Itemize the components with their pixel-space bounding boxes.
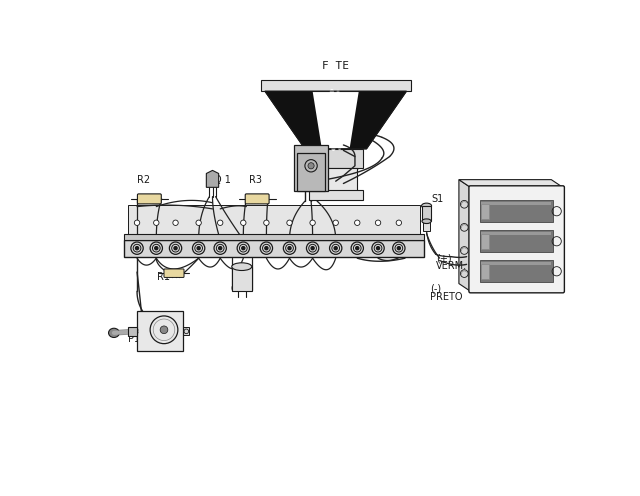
Bar xyxy=(480,260,553,282)
Bar xyxy=(480,231,553,252)
Circle shape xyxy=(134,220,140,226)
Text: R2: R2 xyxy=(137,175,150,185)
Circle shape xyxy=(160,326,168,334)
Text: (-): (-) xyxy=(429,284,441,294)
Circle shape xyxy=(155,247,158,249)
Polygon shape xyxy=(265,91,322,149)
FancyBboxPatch shape xyxy=(245,194,269,204)
Text: F TE: F TE xyxy=(322,61,349,71)
Circle shape xyxy=(288,247,291,249)
Circle shape xyxy=(174,247,177,249)
Circle shape xyxy=(334,247,337,249)
Bar xyxy=(481,234,489,249)
Text: R1: R1 xyxy=(157,272,170,282)
Bar xyxy=(315,168,357,191)
Circle shape xyxy=(356,247,359,249)
Polygon shape xyxy=(459,180,470,291)
Circle shape xyxy=(308,163,314,169)
Circle shape xyxy=(396,220,401,226)
Bar xyxy=(308,149,363,168)
Bar xyxy=(133,327,140,335)
Circle shape xyxy=(241,220,246,226)
Circle shape xyxy=(218,220,223,226)
Bar xyxy=(481,232,551,235)
Polygon shape xyxy=(206,171,219,187)
Text: S1: S1 xyxy=(431,194,444,204)
Circle shape xyxy=(196,220,202,226)
Circle shape xyxy=(136,247,139,249)
Circle shape xyxy=(310,220,316,226)
Circle shape xyxy=(219,247,221,249)
Circle shape xyxy=(333,220,339,226)
Bar xyxy=(137,311,183,351)
Bar xyxy=(481,202,551,205)
Ellipse shape xyxy=(422,203,431,208)
Circle shape xyxy=(376,247,380,249)
FancyBboxPatch shape xyxy=(138,194,161,204)
Bar xyxy=(481,263,489,279)
Circle shape xyxy=(375,220,381,226)
Bar xyxy=(128,205,420,240)
Text: R3: R3 xyxy=(249,175,262,185)
Circle shape xyxy=(264,220,269,226)
Bar xyxy=(481,203,489,219)
Text: PRETO: PRETO xyxy=(429,292,462,302)
Bar xyxy=(183,327,189,335)
Bar xyxy=(308,189,363,200)
Circle shape xyxy=(265,247,268,249)
Bar xyxy=(124,240,424,256)
Text: VERM.: VERM. xyxy=(436,261,467,271)
FancyBboxPatch shape xyxy=(164,269,184,277)
Bar xyxy=(422,206,431,221)
Text: (+): (+) xyxy=(436,253,451,263)
Text: P1: P1 xyxy=(128,334,140,344)
Ellipse shape xyxy=(109,328,119,337)
Bar xyxy=(232,267,252,291)
Bar xyxy=(124,234,424,240)
Text: C1: C1 xyxy=(230,284,243,294)
Ellipse shape xyxy=(232,263,252,270)
Ellipse shape xyxy=(422,219,431,224)
Text: Q 1: Q 1 xyxy=(214,175,231,185)
Circle shape xyxy=(311,247,314,249)
Circle shape xyxy=(197,247,200,249)
Polygon shape xyxy=(265,91,406,149)
Circle shape xyxy=(173,220,178,226)
Circle shape xyxy=(355,220,360,226)
Polygon shape xyxy=(349,91,406,149)
Text: Q 2: Q 2 xyxy=(312,167,330,177)
Bar xyxy=(424,220,429,231)
Bar xyxy=(480,200,553,222)
Bar xyxy=(261,79,411,91)
Circle shape xyxy=(154,220,159,226)
Circle shape xyxy=(287,220,292,226)
FancyBboxPatch shape xyxy=(469,186,564,293)
Circle shape xyxy=(242,247,245,249)
Circle shape xyxy=(397,247,401,249)
Bar xyxy=(481,262,551,265)
Bar xyxy=(297,153,325,191)
Bar xyxy=(128,327,137,336)
Polygon shape xyxy=(459,180,563,187)
Bar xyxy=(294,145,328,191)
